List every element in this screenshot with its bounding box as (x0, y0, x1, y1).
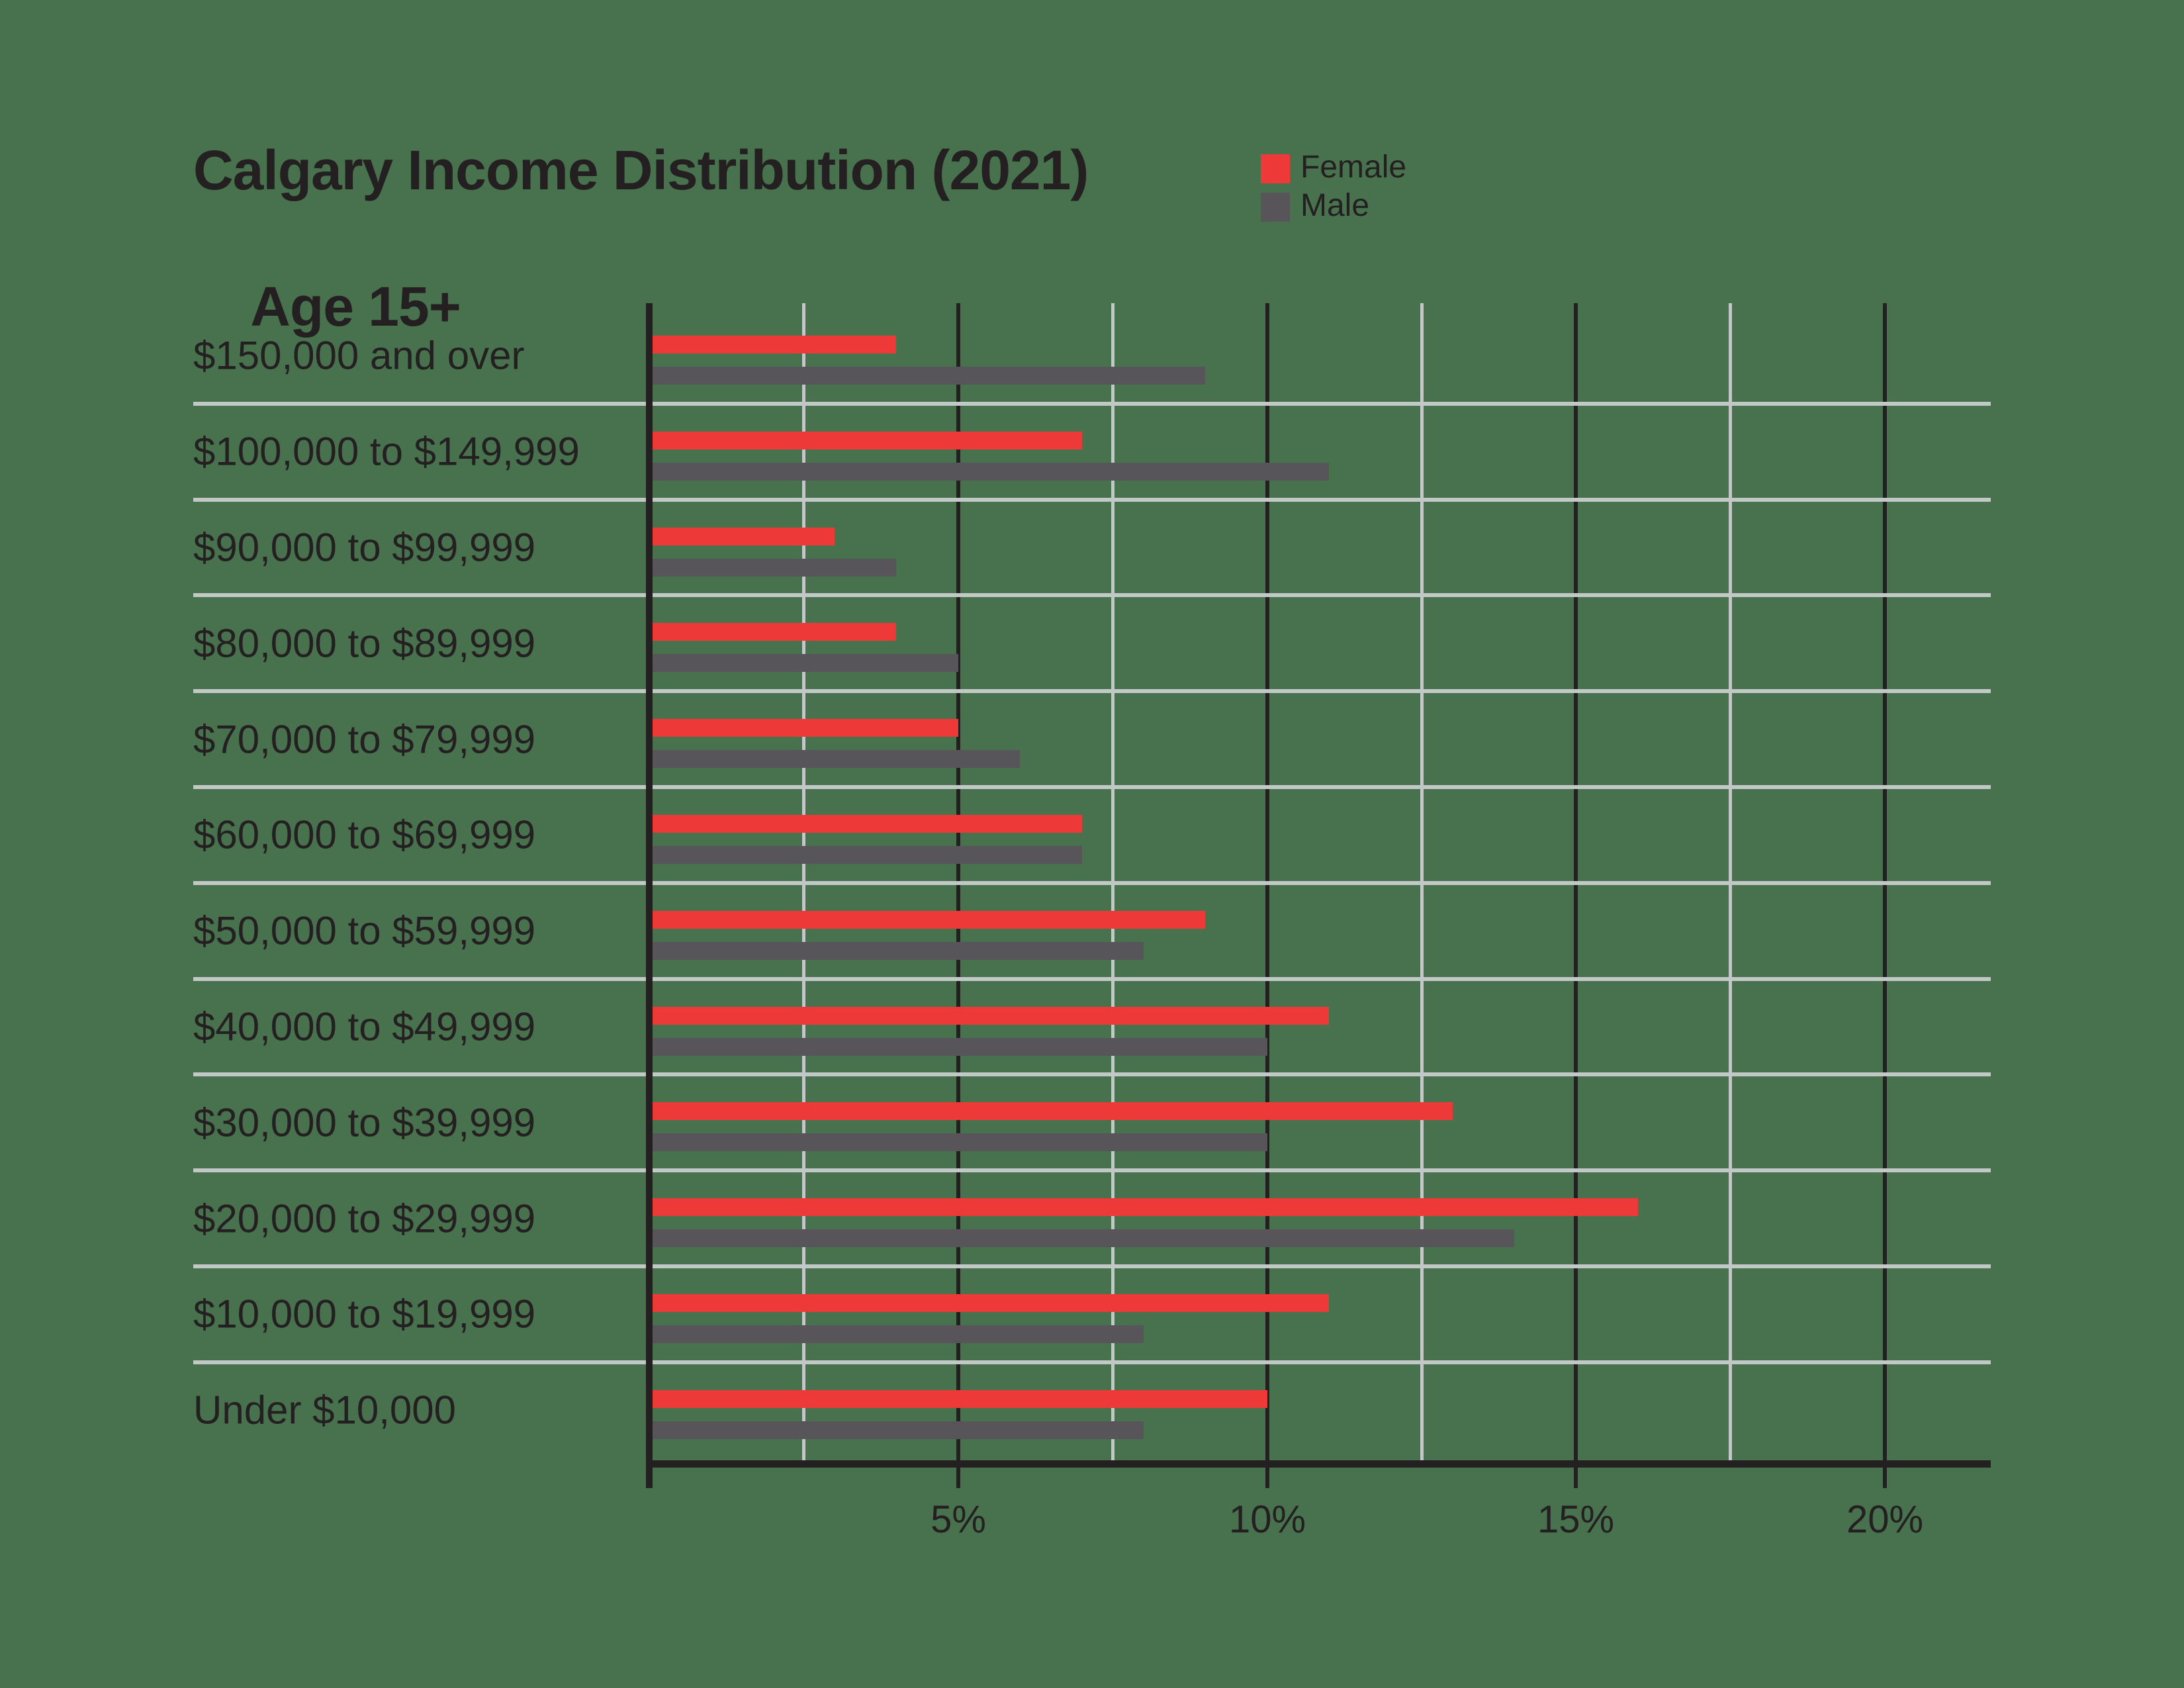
category-label: $70,000 to $79,999 (193, 717, 536, 762)
legend-swatch-female-icon (1261, 154, 1290, 183)
gridline-major (1265, 303, 1269, 1488)
row-separator (193, 498, 1991, 502)
chart-title-line1: Calgary Income Distribution (2021) (193, 139, 1089, 201)
legend-label-male: Male (1300, 188, 1370, 223)
bar-female (653, 1294, 1329, 1312)
bar-male (653, 463, 1329, 481)
bar-female (653, 1390, 1267, 1408)
x-tick-label: 20% (1846, 1498, 1924, 1541)
bar-female (653, 432, 1082, 449)
category-label: $10,000 to $19,999 (193, 1291, 536, 1336)
bar-female (653, 719, 958, 737)
bar-female (653, 336, 896, 353)
bar-female (653, 1007, 1329, 1025)
chart-title: Calgary Income Distribution (2021) Age 1… (193, 136, 1089, 409)
category-label: $30,000 to $39,999 (193, 1100, 536, 1145)
bar-female (653, 528, 835, 545)
y-axis-line (646, 303, 653, 1488)
bar-female (653, 815, 1082, 833)
bar-female (653, 911, 1205, 929)
row-separator (193, 689, 1991, 693)
category-label: $90,000 to $99,999 (193, 525, 536, 570)
row-separator (193, 1072, 1991, 1076)
gridline-major (956, 303, 960, 1488)
row-separator (193, 1360, 1991, 1364)
bar-male (653, 559, 896, 577)
row-separator (193, 593, 1991, 597)
bar-male (653, 1133, 1267, 1151)
bar-male (653, 1229, 1514, 1247)
gridline-major (1574, 303, 1578, 1488)
bar-male (653, 1325, 1144, 1343)
legend-label-female: Female (1300, 150, 1407, 185)
category-label: $150,000 and over (193, 333, 525, 378)
bar-male (653, 750, 1020, 768)
row-separator (193, 977, 1991, 981)
chart-title-line2: Age 15+ (250, 275, 461, 338)
category-label: $40,000 to $49,999 (193, 1004, 536, 1049)
row-separator (193, 1264, 1991, 1268)
bar-male (653, 1038, 1267, 1056)
x-tick-label: 5% (931, 1498, 986, 1541)
row-separator (193, 1168, 1991, 1172)
bar-male (653, 1421, 1144, 1439)
x-axis-line (646, 1460, 1991, 1468)
bar-female (653, 1198, 1638, 1216)
category-label: $50,000 to $59,999 (193, 908, 536, 953)
legend-item-female: Female (1261, 150, 1406, 188)
legend-item-male: Male (1261, 188, 1406, 226)
bar-female (653, 1102, 1453, 1120)
bar-female (653, 623, 896, 641)
x-tick-label: 15% (1537, 1498, 1615, 1541)
row-separator (193, 402, 1991, 406)
legend-swatch-male-icon (1261, 193, 1290, 222)
category-label: $60,000 to $69,999 (193, 812, 536, 857)
category-label: $100,000 to $149,999 (193, 429, 580, 474)
bar-male (653, 367, 1205, 385)
x-tick-label: 10% (1228, 1498, 1306, 1541)
legend: Female Male (1261, 150, 1406, 226)
category-label: Under $10,000 (193, 1387, 456, 1432)
row-separator (193, 785, 1991, 789)
bar-male (653, 654, 958, 672)
bar-male (653, 942, 1144, 960)
category-label: $20,000 to $29,999 (193, 1196, 536, 1241)
gridline-major (1883, 303, 1887, 1488)
row-separator (193, 881, 1991, 885)
category-label: $80,000 to $89,999 (193, 621, 536, 666)
bar-male (653, 846, 1082, 864)
